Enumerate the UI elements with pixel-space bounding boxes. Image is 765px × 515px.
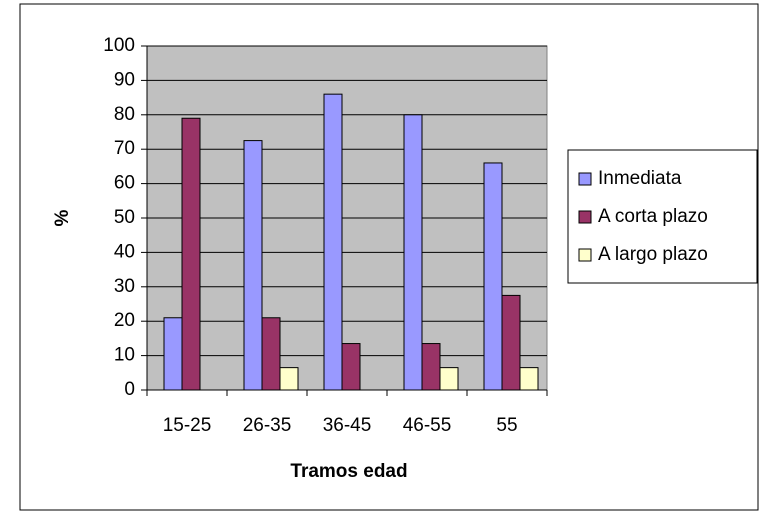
bar xyxy=(403,114,423,391)
bar xyxy=(279,367,299,391)
y-tick-label: 30 xyxy=(114,276,135,297)
y-tick-label: 90 xyxy=(114,69,135,90)
y-tick-label: 50 xyxy=(114,207,135,228)
y-tick-label: 0 xyxy=(124,379,135,400)
bar xyxy=(501,294,521,391)
x-tick-label: 15-25 xyxy=(163,415,212,436)
bar xyxy=(261,317,281,391)
bar xyxy=(483,162,503,391)
y-tick-label: 20 xyxy=(114,310,135,331)
bar xyxy=(341,343,361,391)
x-tick-label: 46-55 xyxy=(403,415,452,436)
legend-label: A corta plazo xyxy=(598,206,708,227)
bar xyxy=(323,93,343,391)
y-tick-label: 10 xyxy=(114,345,135,366)
legend-label: Inmediata xyxy=(598,168,682,189)
legend xyxy=(567,149,758,284)
legend-label: A largo plazo xyxy=(598,244,708,265)
y-tick-label: 80 xyxy=(114,104,135,125)
y-tick-label: 100 xyxy=(103,35,135,56)
bar xyxy=(181,117,201,391)
bar xyxy=(163,317,183,391)
y-tick-label: 60 xyxy=(114,173,135,194)
legend-swatch xyxy=(578,210,592,224)
legend-swatch xyxy=(578,172,592,186)
bar xyxy=(243,140,263,391)
x-tick-label: 26-35 xyxy=(243,415,292,436)
x-axis-title: Tramos edad xyxy=(290,461,407,482)
bar xyxy=(519,367,539,391)
legend-swatch xyxy=(578,248,592,262)
y-tick-label: 40 xyxy=(114,241,135,262)
y-tick-label: 70 xyxy=(114,138,135,159)
y-axis-title: % xyxy=(52,209,73,226)
bar xyxy=(421,343,441,391)
x-tick-label: 36-45 xyxy=(323,415,372,436)
bar xyxy=(439,367,459,391)
x-tick-label: 55 xyxy=(496,415,517,436)
